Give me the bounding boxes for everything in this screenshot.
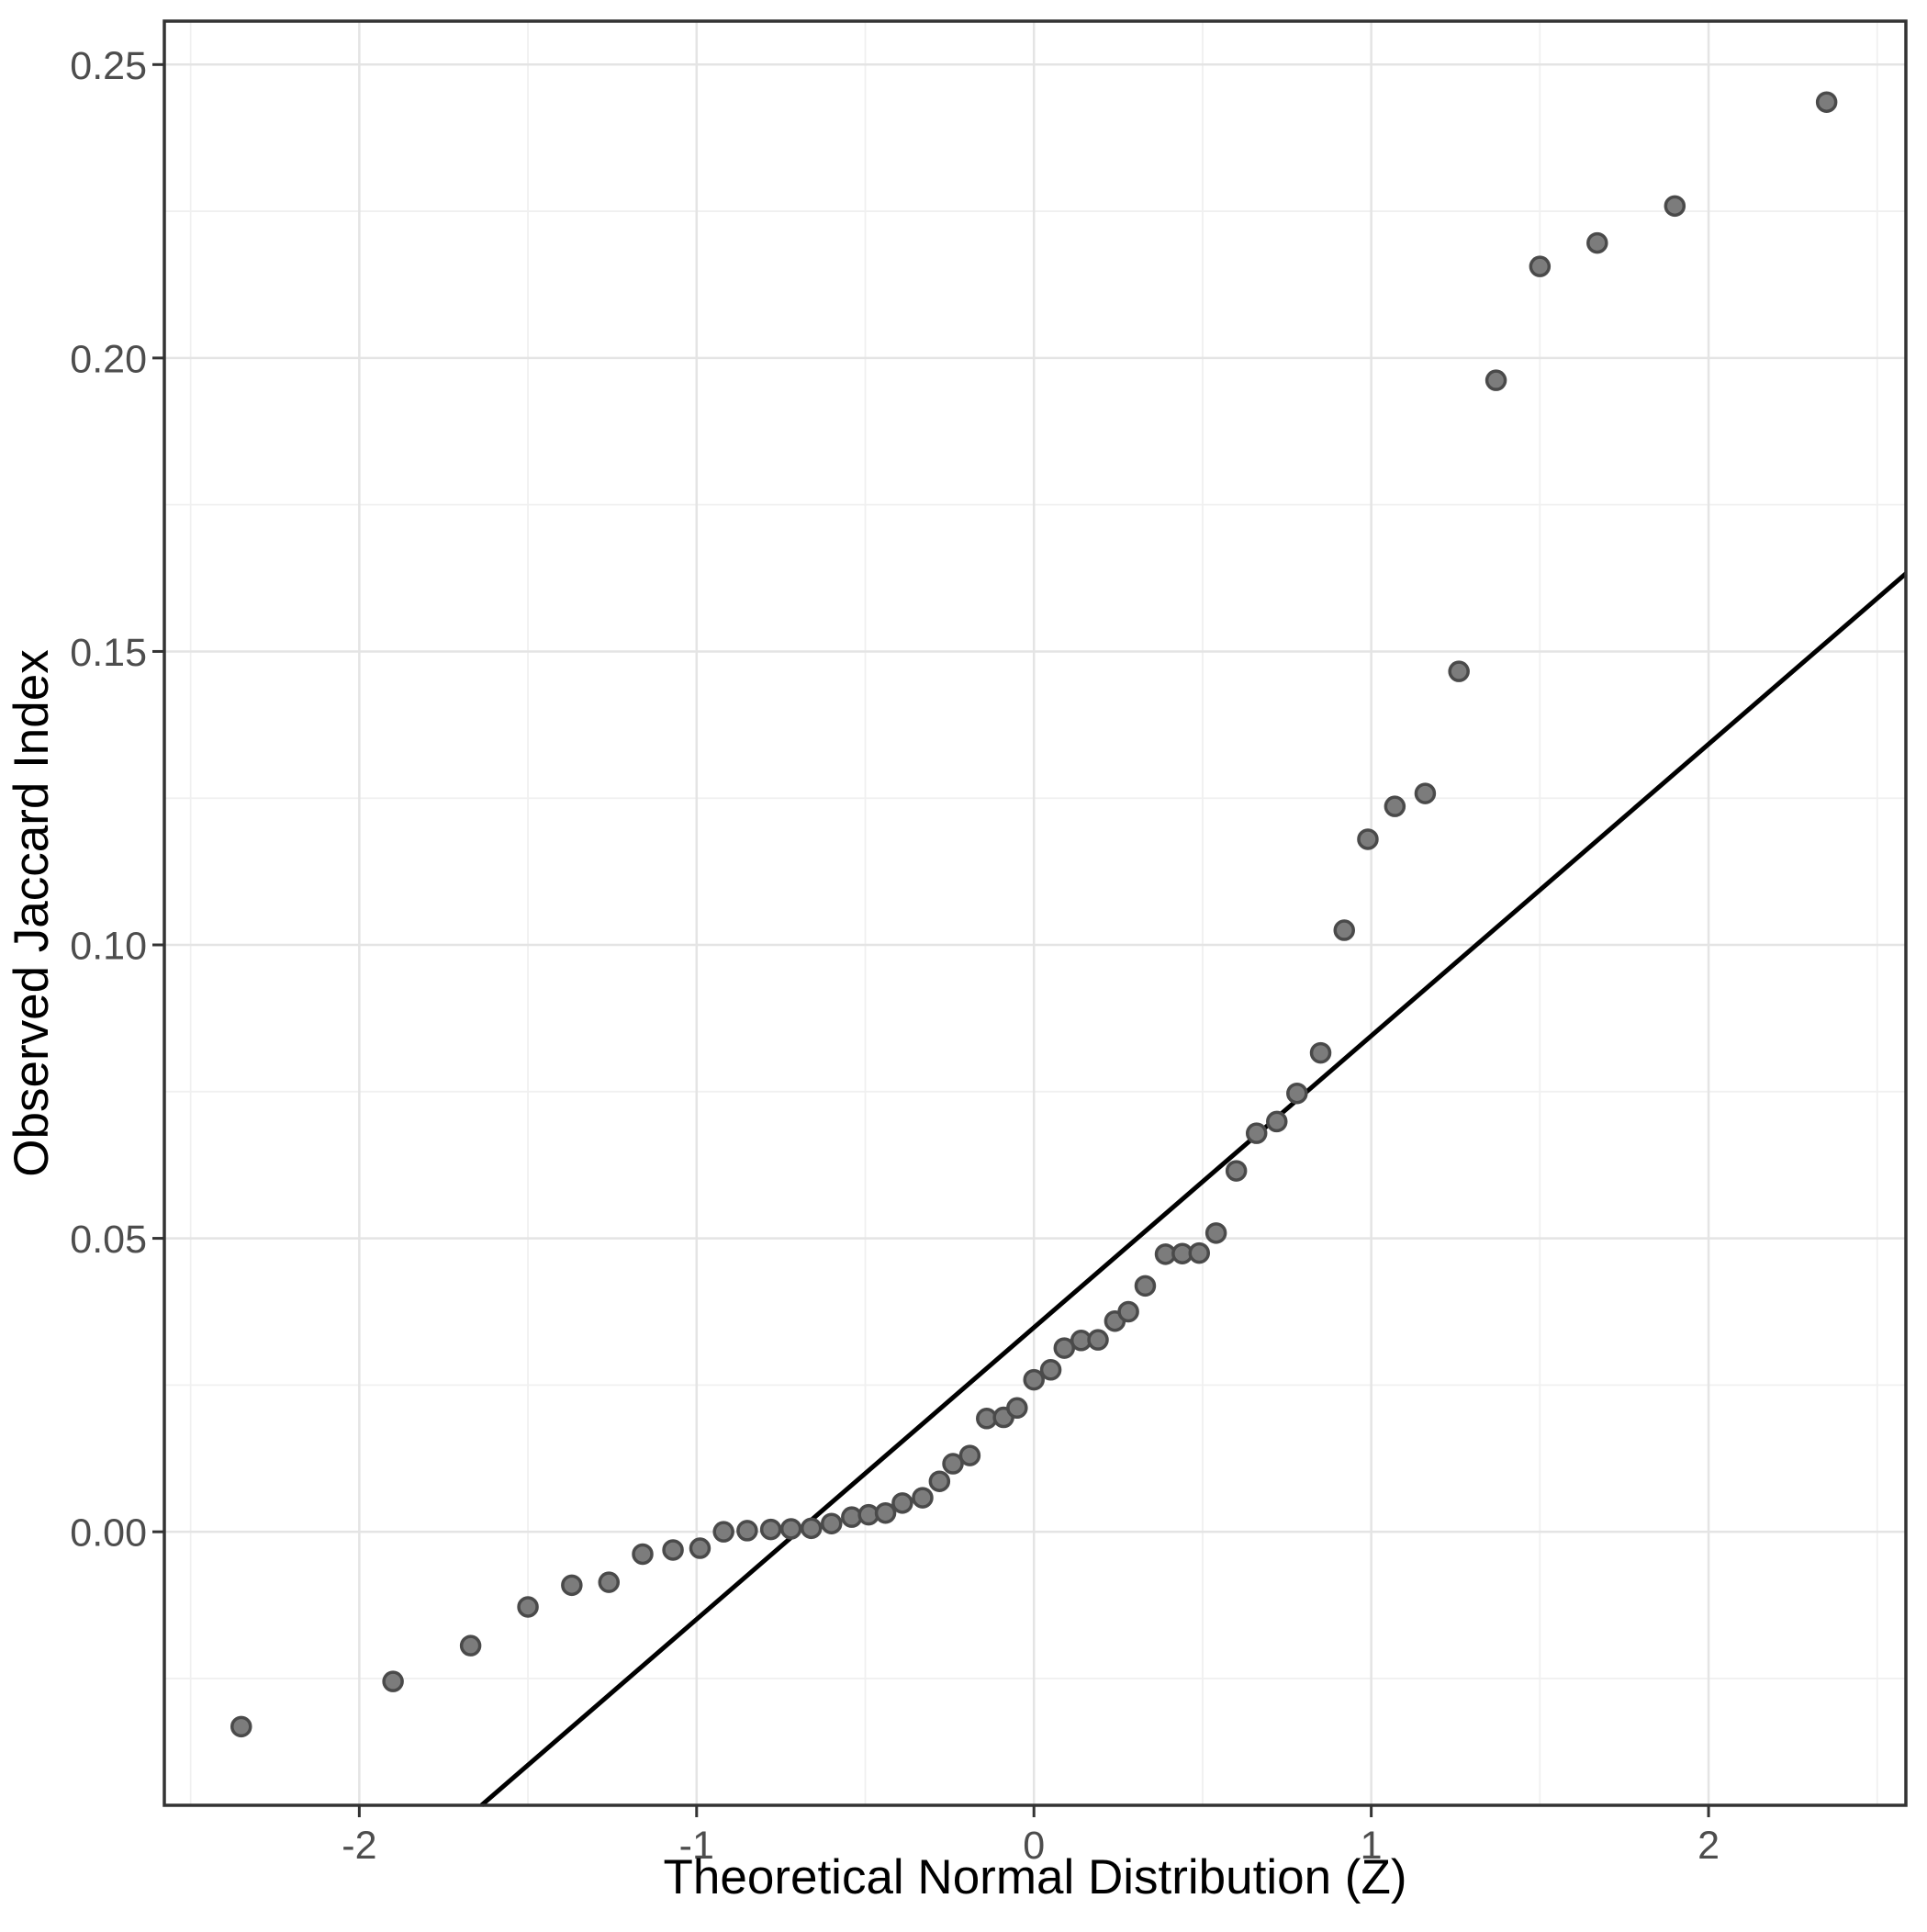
- data-point: [561, 1574, 583, 1597]
- data-point: [874, 1501, 897, 1524]
- data-point: [736, 1520, 758, 1542]
- y-tick-label: 0.05: [70, 1218, 147, 1262]
- y-tick-label: 0.25: [70, 44, 147, 88]
- data-point: [1188, 1241, 1211, 1264]
- data-point: [1484, 369, 1507, 391]
- data-point: [662, 1539, 684, 1561]
- data-point: [1006, 1397, 1028, 1420]
- data-point: [1384, 795, 1406, 817]
- data-point: [1333, 919, 1355, 941]
- panel-background: [164, 21, 1906, 1805]
- data-point: [779, 1518, 802, 1540]
- data-point: [1245, 1122, 1268, 1144]
- data-point: [459, 1634, 482, 1657]
- y-tick-label: 0.00: [70, 1511, 147, 1556]
- data-point: [1815, 91, 1838, 113]
- y-tick-label: 0.15: [70, 631, 147, 675]
- grid-major-lines: [164, 21, 1906, 1805]
- x-tick-label: 0: [1023, 1824, 1045, 1868]
- data-point: [1414, 782, 1437, 804]
- grid-minor-lines: [164, 21, 1906, 1805]
- data-point: [942, 1453, 964, 1475]
- data-point: [689, 1537, 711, 1559]
- data-point: [1225, 1160, 1248, 1182]
- data-point: [1286, 1082, 1308, 1105]
- data-point: [712, 1521, 734, 1543]
- scatter-points: [230, 91, 1838, 1738]
- data-point: [1266, 1110, 1288, 1133]
- data-point: [1117, 1300, 1139, 1323]
- x-tick-label: 1: [1361, 1824, 1383, 1868]
- data-point: [1039, 1359, 1062, 1381]
- data-point: [1448, 660, 1470, 682]
- axis-tick-marks: [152, 62, 1710, 1817]
- data-point: [1357, 828, 1379, 850]
- data-point: [1664, 195, 1686, 218]
- data-point: [632, 1543, 654, 1566]
- y-axis-tick-labels: 0.00 0.05 0.10 0.15 0.20 0.25: [70, 44, 147, 1556]
- qq-reference-line: [479, 571, 1908, 1807]
- data-point: [759, 1518, 782, 1541]
- y-tick-label: 0.20: [70, 337, 147, 381]
- data-point: [912, 1487, 934, 1509]
- data-point: [1586, 231, 1608, 254]
- data-point: [1053, 1337, 1076, 1359]
- data-point: [928, 1470, 951, 1492]
- x-tick-label: -2: [342, 1824, 376, 1868]
- x-axis-title: Theoretical Normal Distribution (Z): [664, 1850, 1407, 1904]
- y-tick-label: 0.10: [70, 924, 147, 968]
- x-tick-label: -1: [679, 1824, 714, 1868]
- y-axis-title: Observed Jaccard Index: [5, 649, 59, 1176]
- data-point: [1087, 1329, 1109, 1351]
- data-point: [598, 1571, 621, 1593]
- x-axis-tick-labels: -2 -1 0 1 2: [342, 1824, 1720, 1868]
- data-point: [382, 1670, 404, 1692]
- data-point: [1204, 1222, 1227, 1244]
- data-point: [800, 1517, 823, 1540]
- data-point: [821, 1512, 843, 1534]
- x-tick-label: 2: [1697, 1824, 1720, 1868]
- data-point: [1529, 255, 1552, 277]
- data-point: [958, 1444, 981, 1466]
- data-point: [1134, 1275, 1157, 1297]
- data-point: [517, 1596, 539, 1618]
- data-point: [230, 1715, 252, 1738]
- data-point: [1023, 1368, 1045, 1391]
- data-point: [1309, 1041, 1332, 1064]
- data-point: [891, 1492, 913, 1514]
